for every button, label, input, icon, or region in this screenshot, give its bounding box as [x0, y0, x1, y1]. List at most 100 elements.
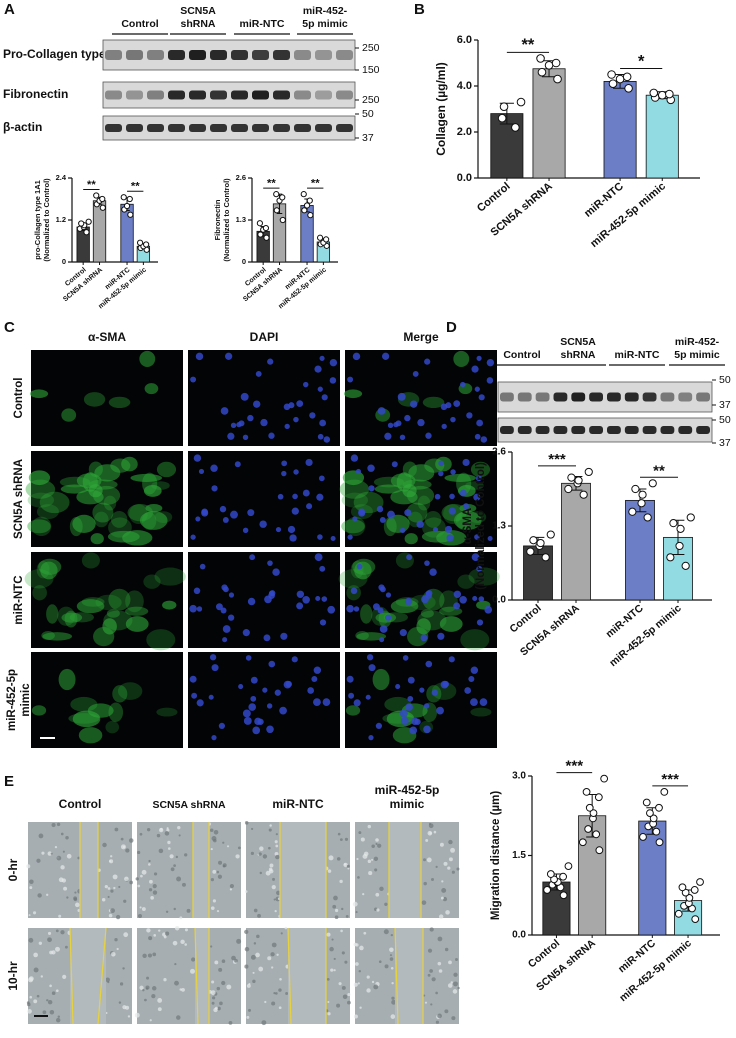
cell-speckle [142, 953, 147, 958]
blot-band [517, 426, 532, 434]
blot-band [147, 90, 164, 100]
cell-speckle [268, 846, 271, 850]
blot-band [294, 50, 311, 60]
data-point [676, 524, 685, 533]
column-header: DAPI [250, 330, 279, 344]
cell-speckle [437, 936, 443, 942]
cell-speckle [62, 850, 65, 853]
data-point [511, 123, 520, 132]
cell-speckle [137, 884, 141, 888]
data-point [615, 74, 625, 84]
cell-stain [341, 519, 365, 534]
nucleus [293, 469, 299, 475]
cell-speckle [271, 1001, 276, 1006]
cell-speckle [433, 830, 437, 834]
mw-marker: 50 [719, 414, 731, 426]
cell-speckle [451, 1016, 456, 1021]
micrograph [31, 652, 183, 748]
cell-speckle [444, 947, 449, 952]
nucleus [209, 654, 217, 661]
cell-speckle [256, 934, 260, 939]
cell-speckle [219, 1001, 223, 1006]
nucleus [410, 400, 418, 408]
cell-stain [406, 502, 428, 523]
cell-speckle [252, 979, 256, 984]
cell-speckle [248, 982, 251, 986]
data-point [681, 561, 690, 570]
cell-stain [103, 495, 117, 511]
data-point [123, 202, 131, 210]
cell-stain [36, 504, 59, 520]
cell-speckle [353, 982, 358, 987]
scratch-edge [287, 927, 292, 1025]
blot-band [126, 90, 143, 100]
cell-stain [416, 618, 431, 635]
blot-band [252, 50, 269, 60]
cell-speckle [148, 936, 153, 941]
cell-stain [384, 696, 412, 712]
cell-speckle [214, 960, 219, 965]
cell-stain [345, 516, 366, 537]
cell-speckle [66, 896, 69, 899]
nucleus [424, 358, 431, 365]
cell-stain [78, 727, 103, 744]
nucleus [249, 554, 256, 561]
cell-speckle [391, 981, 394, 985]
cell-stain [76, 599, 105, 614]
cell-speckle [430, 1003, 433, 1006]
cell-speckle [210, 847, 213, 851]
cell-speckle [56, 822, 61, 827]
nucleus [242, 709, 251, 718]
blot-band [517, 392, 532, 402]
nucleus [247, 597, 256, 606]
cell-stain [154, 567, 186, 586]
cell-speckle [125, 1005, 130, 1010]
nucleus [327, 605, 336, 614]
nucleus [462, 458, 470, 467]
cell-speckle [362, 893, 365, 896]
nucleus [449, 493, 455, 500]
cell-speckle [172, 940, 178, 946]
bar [532, 68, 566, 179]
cell-speckle [378, 960, 382, 964]
cell-speckle [166, 828, 170, 832]
cell-stain [439, 590, 458, 613]
cell-speckle [390, 1014, 396, 1019]
cell-speckle [170, 867, 175, 872]
nucleus [222, 625, 231, 633]
nucleus [478, 394, 485, 401]
nucleus [222, 586, 229, 593]
data-point [300, 191, 307, 198]
cell-speckle [383, 929, 389, 935]
cell-speckle [246, 1015, 250, 1019]
nucleus [409, 726, 418, 735]
nucleus [195, 516, 201, 522]
cell-speckle [276, 953, 279, 956]
nucleus [395, 420, 402, 427]
cell-speckle [268, 867, 273, 872]
nucleus [399, 527, 406, 534]
nucleus [486, 377, 494, 384]
nucleus [384, 614, 392, 621]
cell-speckle [274, 840, 278, 844]
nucleus [272, 568, 280, 576]
blot-band [147, 124, 164, 132]
blot-band [696, 392, 710, 402]
cell-speckle [339, 879, 343, 884]
cell-speckle [210, 878, 215, 882]
nucleus [289, 534, 297, 542]
nucleus [346, 604, 354, 613]
y-tick-label: 2.6 [236, 173, 246, 182]
data-point [594, 793, 603, 802]
cell-stain [130, 473, 163, 482]
data-point [646, 809, 654, 817]
blot-band [553, 426, 568, 434]
row-label: Control [13, 378, 25, 419]
cell-speckle [273, 991, 276, 995]
cell-speckle [216, 986, 221, 991]
cell-stain [422, 396, 445, 409]
cell-speckle [179, 988, 182, 991]
blot-band [105, 124, 122, 132]
cell-speckle [168, 847, 171, 850]
cell-speckle [356, 857, 359, 861]
